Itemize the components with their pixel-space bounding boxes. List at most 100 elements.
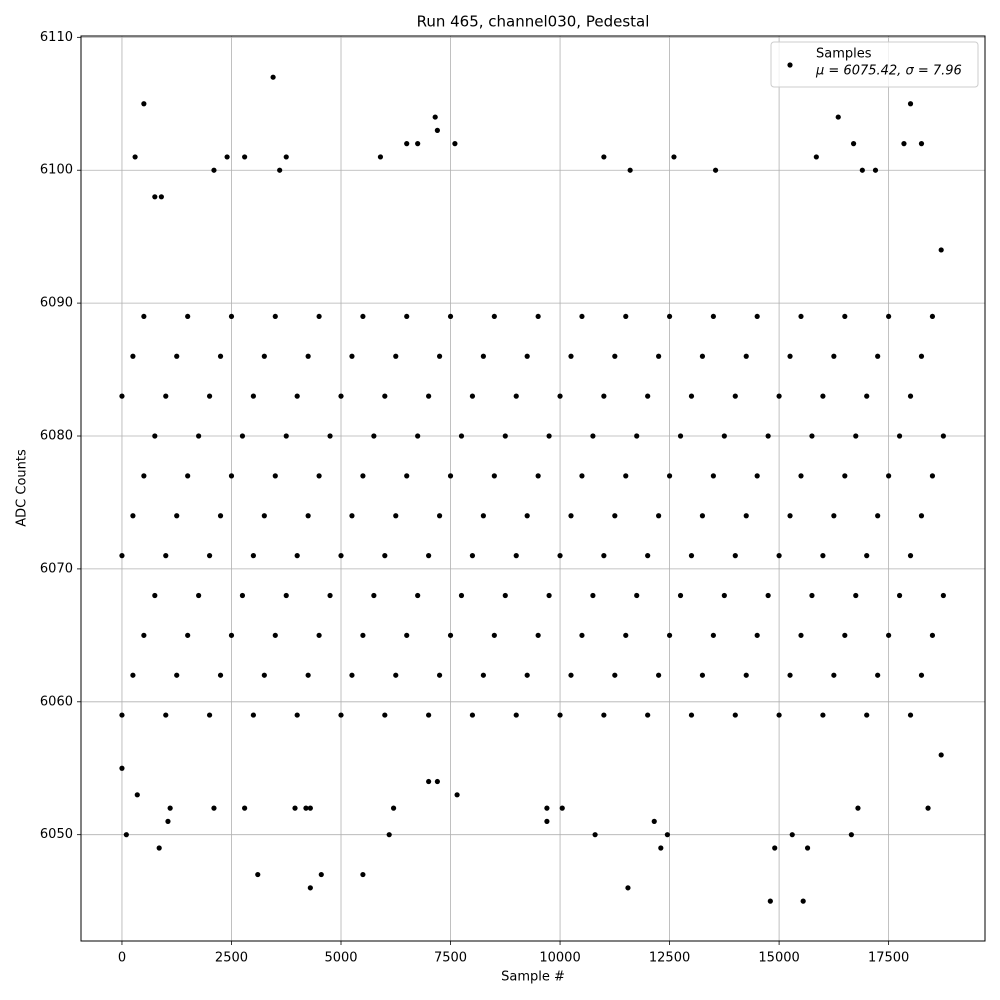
point [390,805,397,811]
point [318,871,324,878]
point [360,473,366,479]
point [612,513,618,519]
y-tick-label: 6090 [40,296,73,311]
point [568,672,574,678]
point [426,393,432,399]
point [853,433,859,439]
point [292,805,298,811]
point [658,845,664,851]
point [206,393,213,399]
point [677,592,684,599]
point [349,513,355,519]
point [360,632,366,638]
point [776,553,782,559]
point [141,473,147,479]
point [925,805,931,811]
point [130,513,136,519]
point [918,353,925,359]
point [261,353,267,359]
point [524,672,530,678]
point [217,353,224,359]
point [382,393,388,399]
point [886,632,892,638]
point [590,592,596,599]
point [307,885,313,891]
point [623,313,629,320]
point [765,433,771,439]
point [174,513,180,519]
point [710,313,716,320]
point [666,632,673,638]
point [601,393,607,399]
point [360,871,366,878]
point [535,313,541,320]
point [918,141,925,147]
point [167,805,173,811]
point [743,672,749,678]
point [447,473,454,479]
point [327,433,333,439]
point [316,313,322,320]
point [721,592,727,599]
point [907,553,914,559]
point [656,672,662,678]
point [699,353,706,359]
point [809,592,815,599]
point [765,592,771,599]
point [820,712,826,718]
point [480,513,486,519]
point [134,792,140,798]
point [787,513,793,519]
point [141,632,147,638]
point [185,473,191,479]
point [349,672,355,678]
point [557,393,563,399]
point [855,805,861,811]
point [307,805,313,811]
point [305,353,311,359]
point [800,898,806,904]
point [625,885,631,891]
point [743,353,749,359]
legend-note: μ = 6075.42, σ = 7.96 [815,64,962,79]
point [119,393,125,399]
x-tick-label: 5000 [324,951,357,966]
point [163,393,169,399]
point [712,167,719,173]
point [688,553,695,559]
point [502,433,508,439]
point [360,313,366,320]
point [305,672,311,678]
point [842,632,848,638]
x-tick-label: 17500 [868,951,909,966]
y-tick-label: 6100 [40,163,73,178]
point [938,247,944,253]
point [480,672,486,678]
point [452,141,458,147]
point [242,805,248,811]
point [239,433,246,439]
point [228,632,235,638]
point [634,592,640,599]
point [211,805,217,811]
point [283,592,289,599]
point [436,353,443,359]
legend-box [770,41,979,88]
point [436,513,443,519]
point [130,353,136,359]
point [835,114,841,120]
point [242,154,248,160]
point [789,832,795,838]
x-tick-label: 15000 [758,951,799,966]
legend-label: Samples [816,47,872,62]
point [206,553,213,559]
point [559,805,565,811]
point [831,353,837,359]
point [415,592,421,599]
point [940,433,946,439]
point [809,433,815,439]
point [377,154,384,160]
point [918,672,925,678]
point [250,712,256,718]
point [513,712,519,718]
